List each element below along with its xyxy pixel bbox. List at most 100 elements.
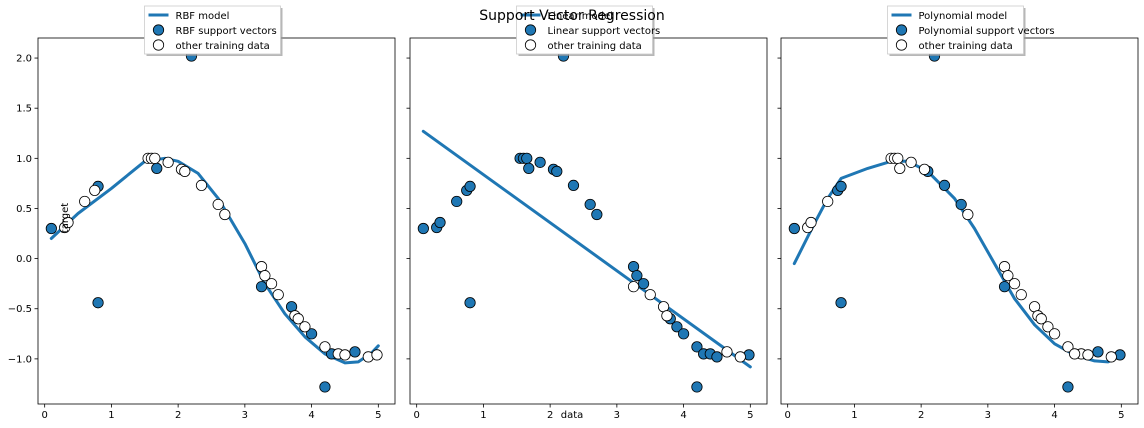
axes-frame [780, 37, 1139, 405]
other-data-point [905, 156, 917, 168]
support-vector-point [1092, 346, 1104, 358]
x-tick-label: 1 [480, 410, 486, 421]
x-tick-label: 1 [108, 410, 114, 421]
other-data-point [721, 346, 733, 358]
x-tick-label: 5 [747, 410, 753, 421]
panel-3: 0 1 2 3 4 5 Polynomial model Polynomial support… [777, 5, 1139, 421]
other-data-point [219, 208, 231, 221]
other-data-point [805, 216, 817, 229]
support-vector-point [534, 156, 546, 168]
legend-other-label: other training data [919, 41, 1013, 52]
x-tick-label: 5 [375, 410, 381, 421]
legend-sv-swatch [895, 24, 908, 36]
other-data-point [962, 208, 974, 221]
other-data-point [62, 216, 74, 229]
x-tick-label: 2 [547, 410, 553, 421]
other-data-point [918, 163, 931, 175]
other-data-point [1048, 328, 1061, 340]
other-data-point [1035, 313, 1047, 325]
other-data-point [892, 152, 904, 164]
other-data-point [1042, 321, 1054, 333]
figure-suptitle: Support Vector Regression [479, 8, 664, 24]
y-tick-label: 0.5 [16, 204, 32, 215]
support-vector-point [671, 321, 683, 333]
x-tick-label: 4 [1051, 410, 1057, 421]
other-data-point [179, 165, 191, 177]
support-vector-point [631, 270, 643, 282]
legend-other-label: other training data [548, 41, 642, 52]
y-axis-label: target [60, 203, 71, 233]
legend-model-label: RBF model [176, 11, 230, 22]
y-tick-label: −1.0 [8, 354, 32, 365]
other-data-point [79, 195, 91, 208]
other-data-point [212, 198, 224, 211]
other-data-point [734, 351, 746, 363]
y-tick-label: −0.5 [8, 304, 32, 315]
x-tick-label: 0 [41, 410, 47, 421]
support-vector-point [255, 281, 268, 293]
x-tick-label: 2 [175, 410, 181, 421]
support-vector-point [434, 216, 446, 229]
support-vector-point [711, 351, 723, 363]
x-axis-label: data [561, 410, 584, 421]
support-vector-point [151, 162, 163, 174]
legend-model-label: Polynomial model [919, 11, 1008, 22]
other-data-point [195, 179, 208, 192]
support-vector-point [691, 381, 703, 393]
other-data-point [265, 278, 278, 290]
support-vector-point [92, 297, 104, 309]
legend-other-label: other training data [176, 41, 270, 52]
support-vector-point [835, 180, 847, 193]
other-data-point [1082, 349, 1094, 361]
x-tick-label: 3 [242, 410, 248, 421]
x-tick-label: 3 [985, 410, 991, 421]
support-vector-point [677, 328, 690, 340]
other-data-point [644, 289, 656, 301]
other-data-point [822, 195, 834, 208]
support-vector-point [584, 198, 596, 211]
model-line [49, 156, 380, 365]
other-data-point [1015, 289, 1027, 301]
legend-other-swatch [152, 39, 165, 51]
plot-area [417, 50, 755, 393]
x-tick-label: 5 [1118, 410, 1124, 421]
legend-sv-label: RBF support vectors [176, 26, 277, 37]
y-tick-label: 1.0 [16, 154, 32, 165]
support-vector-point [305, 328, 318, 340]
support-vector-point [464, 180, 476, 193]
legend-model-label: Linear model [548, 11, 613, 22]
legend-sv-label: Polynomial support vectors [919, 26, 1055, 37]
x-tick-label: 0 [784, 410, 790, 421]
y-tick-label: 1.5 [16, 104, 32, 115]
x-tick-label: 0 [413, 410, 419, 421]
panel-2: 0 1 2 3 4 5 Linear model Linear support vectors… [406, 5, 768, 421]
other-data-point [1008, 278, 1021, 290]
other-data-point [292, 313, 304, 325]
support-vector-point [998, 281, 1011, 293]
other-data-point [319, 341, 331, 353]
support-vector-point [417, 222, 429, 235]
legend: Linear model Linear support vectors other … [516, 5, 661, 56]
legend-other-swatch [524, 39, 537, 51]
x-tick-label: 4 [308, 410, 314, 421]
support-vector-point [591, 208, 603, 221]
legend: Polynomial model Polynomial support vecto… [887, 5, 1055, 56]
support-vector-point [319, 381, 331, 393]
x-tick-label: 1 [851, 410, 857, 421]
support-vector-point [637, 278, 650, 290]
y-tick-label: 0.0 [16, 254, 32, 265]
support-vector-point [451, 195, 463, 208]
support-vector-point [1062, 381, 1074, 393]
other-data-point [1069, 348, 1081, 360]
x-tick-label: 4 [680, 410, 686, 421]
support-vector-point [464, 297, 476, 309]
model-line [421, 129, 752, 369]
other-data-point [149, 152, 161, 164]
other-data-point [627, 281, 640, 293]
legend-sv-label: Linear support vectors [548, 26, 661, 37]
support-vector-point [788, 222, 800, 235]
other-data-point [894, 162, 906, 174]
other-data-point [272, 289, 284, 301]
support-vector-point [523, 162, 535, 174]
